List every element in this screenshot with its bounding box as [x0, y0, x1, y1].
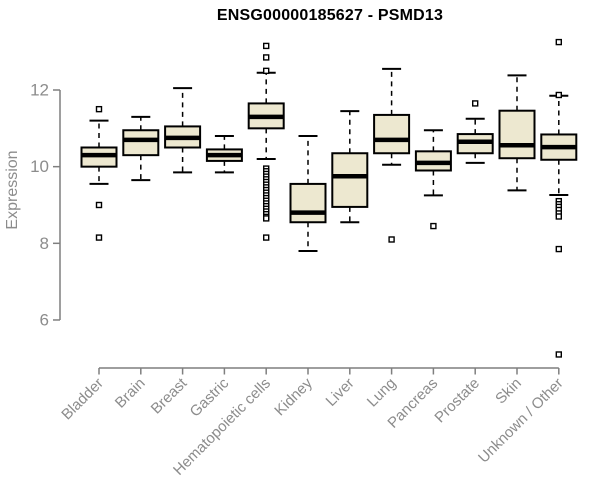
- box-unknown-other: [540, 38, 578, 358]
- iqr-box: [373, 113, 411, 155]
- y-axis: 6 8 10 12 Expression: [4, 81, 61, 329]
- y-tick-label: 8: [40, 234, 49, 253]
- outlier-point: [555, 245, 562, 253]
- outlier-point: [472, 100, 479, 107]
- outlier-point: [555, 351, 562, 358]
- outlier-point: [263, 42, 270, 50]
- outlier-point: [95, 201, 103, 209]
- y-axis-label: Expression: [4, 150, 21, 229]
- x-tick-label-skin: Skin: [492, 375, 525, 408]
- y-tick-label: 12: [30, 81, 49, 100]
- x-tick-label-kidney: Kidney: [271, 374, 316, 419]
- outlier-point: [555, 213, 562, 220]
- outlier-point: [430, 222, 437, 230]
- x-tick-label-bladder: Bladder: [58, 375, 107, 424]
- outlier-point: [555, 38, 562, 46]
- outlier-point: [263, 234, 270, 241]
- box-kidney: [289, 134, 327, 252]
- outlier-point: [95, 234, 103, 241]
- iqr-box: [122, 129, 160, 157]
- box-pancreas: [414, 129, 452, 230]
- box-hematopoietic-cells: [247, 42, 285, 241]
- x-tick-label-breast: Breast: [148, 374, 191, 417]
- outlier-point: [555, 91, 562, 99]
- outlier-point: [263, 215, 270, 222]
- outlier-point: [388, 236, 395, 243]
- outlier-point: [263, 54, 270, 61]
- y-tick-label: 10: [30, 157, 49, 176]
- box-bladder: [80, 105, 118, 241]
- y-tick-label: 6: [40, 310, 49, 329]
- iqr-box: [498, 109, 536, 160]
- outlier-point: [95, 105, 103, 113]
- box-breast: [164, 87, 202, 174]
- x-tick-label-prostate: Prostate: [431, 375, 483, 427]
- box-prostate: [456, 100, 494, 164]
- iqr-box: [289, 182, 327, 224]
- box-lung: [373, 67, 411, 243]
- box-gastric: [205, 134, 243, 174]
- x-tick-label-brain: Brain: [112, 375, 149, 412]
- box-brain: [122, 115, 160, 182]
- box-liver: [331, 110, 369, 224]
- box-skin: [498, 74, 536, 192]
- outlier-point: [263, 67, 270, 75]
- x-tick-label-liver: Liver: [323, 375, 358, 410]
- x-tick-label-lung: Lung: [364, 375, 400, 411]
- iqr-box: [331, 152, 369, 208]
- chart-title: ENSG00000185627 - PSMD13: [216, 7, 444, 24]
